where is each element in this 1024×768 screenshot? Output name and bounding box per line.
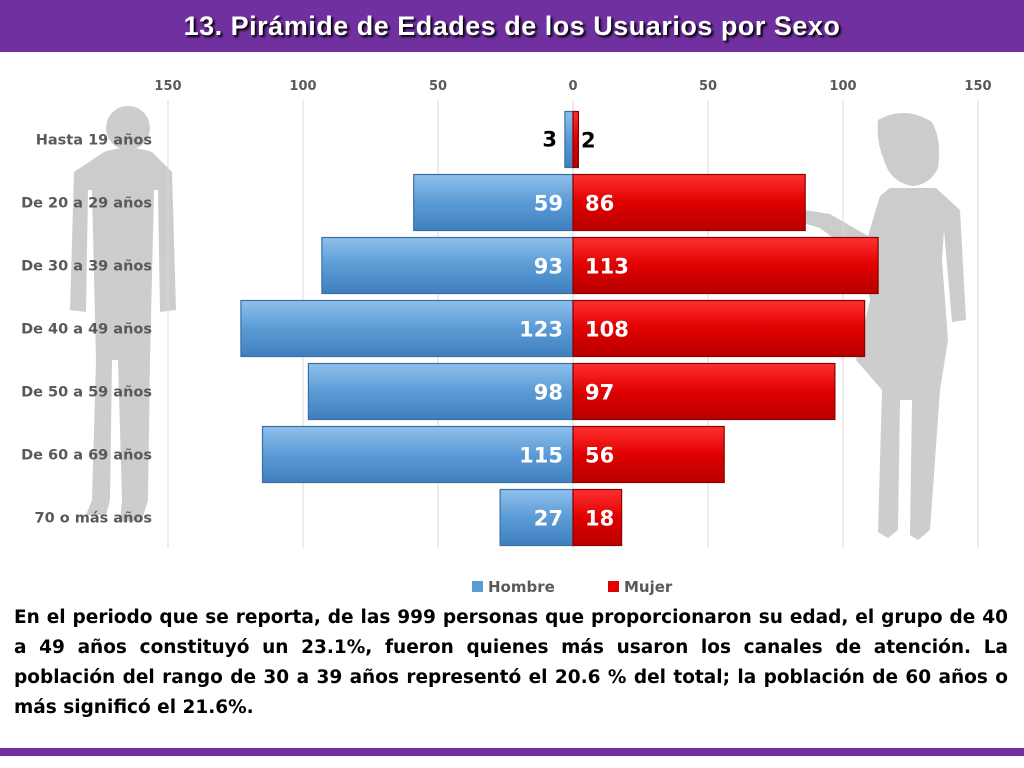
- bar-hombre: [240, 299, 574, 358]
- legend-swatch: [472, 581, 483, 592]
- legend-label: Hombre: [488, 578, 555, 596]
- legend-label: Mujer: [624, 578, 673, 596]
- bottom-accent-bar: [0, 748, 1024, 756]
- bar-hombre: [564, 110, 574, 169]
- x-tick-label: 150: [964, 79, 991, 94]
- data-label-hombre: 123: [519, 318, 563, 342]
- bar-hombre: [307, 362, 574, 421]
- data-label-hombre: 115: [519, 444, 563, 468]
- bar-mujer: [572, 425, 725, 484]
- bar-hombre: [261, 425, 574, 484]
- category-label: De 50 a 59 años: [21, 385, 152, 401]
- data-label-mujer: 113: [585, 255, 629, 279]
- category-label: De 60 a 69 años: [21, 448, 152, 464]
- category-labels: Hasta 19 años De 20 a 29 años De 30 a 39 a…: [21, 133, 152, 527]
- bar-mujer: [572, 236, 879, 295]
- data-label-hombre: 59: [534, 192, 563, 216]
- x-tick-label: 100: [289, 79, 316, 94]
- title-bar: 13. Pirámide de Edades de los Usuarios p…: [0, 0, 1024, 52]
- x-axis-tick-labels: 150 100 50 0 50 100 150: [154, 79, 991, 94]
- bar-mujer: [572, 299, 866, 358]
- data-label-mujer: 86: [585, 192, 614, 216]
- x-tick-label: 50: [429, 79, 447, 94]
- bar-mujer: [572, 110, 580, 169]
- data-label-mujer: 18: [585, 507, 614, 531]
- category-label: De 20 a 29 años: [21, 196, 152, 212]
- category-label: De 30 a 39 años: [21, 259, 152, 275]
- chart-legend: Hombre Mujer: [472, 578, 673, 596]
- bar-mujer: [572, 362, 836, 421]
- x-tick-label: 50: [699, 79, 717, 94]
- bar-mujer: [572, 173, 806, 232]
- bar-hombre: [413, 173, 574, 232]
- bar-hombre: [321, 236, 574, 295]
- category-label: De 40 a 49 años: [21, 322, 152, 338]
- data-labels: 3 2 59 86 93 113 123 108 98 97 115 56 27 18: [519, 128, 629, 531]
- woman-silhouette-icon: [800, 112, 966, 540]
- population-pyramid-chart: 150 100 50 0 50 100 150 Hasta 19 años De 20 a 2…: [21, 79, 991, 596]
- summary-paragraph: En el periodo que se reporta, de las 999…: [14, 607, 1008, 718]
- x-tick-label: 100: [829, 79, 856, 94]
- data-label-mujer: 56: [585, 444, 614, 468]
- data-label-mujer: 97: [585, 381, 614, 405]
- category-label: 70 o más años: [34, 511, 152, 527]
- category-label: Hasta 19 años: [36, 133, 152, 149]
- chart-bars: [240, 110, 879, 547]
- data-label-mujer: 108: [585, 318, 629, 342]
- x-tick-label: 0: [568, 79, 577, 94]
- data-label-hombre: 27: [534, 507, 563, 531]
- man-silhouette-icon: [70, 106, 176, 522]
- data-label-hombre: 98: [534, 381, 563, 405]
- bar-mujer: [572, 488, 623, 547]
- data-label-hombre: 93: [534, 255, 563, 279]
- legend-swatch: [608, 581, 619, 592]
- page-title: 13. Pirámide de Edades de los Usuarios p…: [183, 10, 841, 41]
- data-label-hombre: 3: [542, 128, 557, 152]
- data-label-mujer: 2: [581, 129, 596, 153]
- x-tick-label: 150: [154, 79, 181, 94]
